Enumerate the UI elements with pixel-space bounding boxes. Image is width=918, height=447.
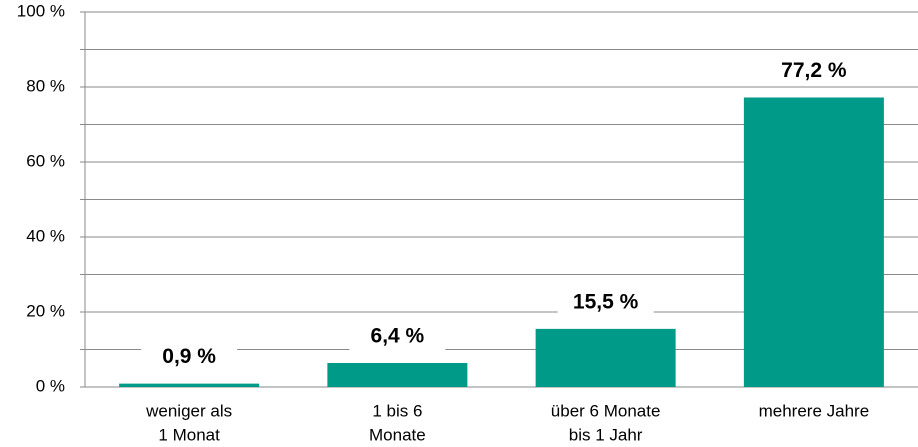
- value-label: 77,2 %: [781, 59, 847, 82]
- y-tick-label: 100 %: [17, 1, 65, 20]
- x-tick-label: mehrere Jahre: [759, 401, 870, 420]
- value-label: 6,4 %: [371, 325, 425, 348]
- bar: [327, 363, 468, 387]
- x-tick-label: 1 bis 6: [372, 401, 422, 420]
- y-tick-label: 60 %: [26, 151, 65, 170]
- x-tick-label: Monate: [369, 425, 426, 444]
- value-label-bg: [141, 343, 238, 372]
- x-tick-label: über 6 Monate: [551, 401, 661, 420]
- y-tick-label: 20 %: [26, 301, 65, 320]
- y-tick-label: 0 %: [36, 376, 65, 395]
- value-label-bg: [349, 323, 446, 351]
- bar: [535, 328, 676, 387]
- bar: [743, 97, 884, 387]
- y-tick-label: 80 %: [26, 76, 65, 95]
- bar: [119, 383, 260, 387]
- value-label-bg: [765, 57, 862, 86]
- value-label: 0,9 %: [162, 345, 216, 368]
- y-tick-label: 40 %: [26, 226, 65, 245]
- x-tick-label: 1 Monat: [158, 425, 220, 444]
- value-label: 15,5 %: [573, 290, 639, 313]
- x-tick-label: weniger als: [145, 401, 232, 420]
- x-tick-label: bis 1 Jahr: [569, 425, 643, 444]
- value-label-bg: [557, 288, 654, 317]
